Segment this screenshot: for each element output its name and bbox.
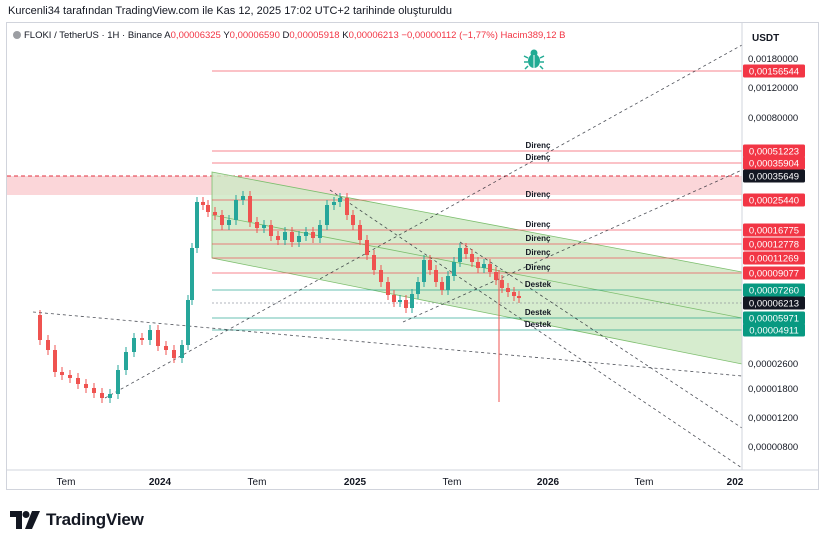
close-value: 0,00006213 [348,30,399,41]
tradingview-logo-icon [10,511,40,529]
low-label: D [282,30,290,41]
tradingview-brand: TradingView [46,510,144,529]
symbol-status-icon [13,31,21,39]
high-label: Y [223,30,230,41]
volume-value: 389,12 B [527,30,566,41]
volume-label: Hacim [500,30,528,41]
chart-caption: Kurcenli34 tarafından TradingView.com il… [8,5,453,17]
open-label: A [164,30,171,41]
symbol-name[interactable]: FLOKI / TetherUS · 1H · Binance [24,30,163,41]
close-label: K [342,30,349,41]
high-value: 0,00006590 [229,30,280,41]
low-value: 0,00005918 [289,30,340,41]
symbol-legend: FLOKI / TetherUS · 1H · Binance A0,00006… [13,30,566,41]
open-value: 0,00006325 [170,30,221,41]
chart-frame[interactable] [6,22,819,490]
change-value: −0,00000112 (−1,77%) [401,30,498,41]
currency-label[interactable]: USDT [752,33,780,44]
tradingview-logo[interactable]: TradingView [10,510,144,530]
